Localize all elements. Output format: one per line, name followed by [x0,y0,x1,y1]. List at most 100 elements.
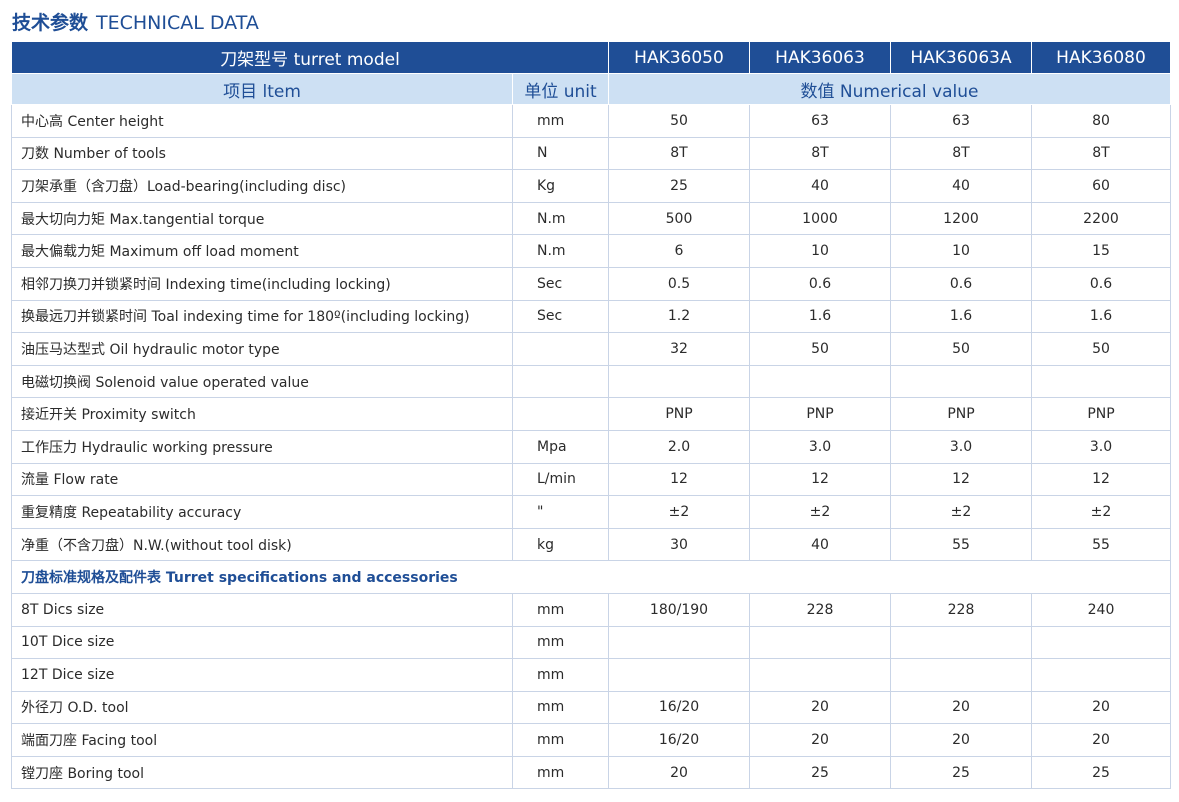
table-row: 12T Dice size mm [11,658,1171,692]
item-cell: 端面刀座 Facing tool [11,723,513,757]
model-header-cell: HAK36063 [749,41,891,74]
value-cell: 8T [1031,136,1171,171]
unit-cell: mm [512,658,609,692]
value-cell: 0.5 [608,266,750,301]
table-row: 最大偏载力矩 Maximum off load moment N.m 6 10 10 15 [11,234,1171,268]
value-cell: ±2 [1031,495,1171,529]
value-cell: 50 [749,332,891,366]
value-cell [608,625,750,660]
value-cell: 20 [608,755,750,790]
value-cell: 20 [749,723,891,757]
value-cell: 50 [890,332,1032,366]
value-cell [890,658,1032,692]
value-cell: 50 [608,104,750,138]
model-header-cell: HAK36050 [608,41,750,74]
item-cell: 换最远刀并锁紧时间 Toal indexing time for 180º(in… [11,299,513,334]
value-cell: ±2 [749,495,891,529]
table-row: 10T Dice size mm [11,625,1171,660]
item-cell: 净重（不含刀盘）N.W.(without tool disk) [11,527,513,562]
unit-cell: mm [512,625,609,660]
value-cell: 1000 [749,201,891,236]
item-cell: 接近开关 Proximity switch [11,397,513,431]
value-cell: 25 [1031,755,1171,790]
value-cell: 63 [749,104,891,138]
table-row: 电磁切换阀 Solenoid value operated value [11,364,1171,399]
value-cell: 1200 [890,201,1032,236]
item-cell: 最大切向力矩 Max.tangential torque [11,201,513,236]
table-row: 8T Dics size mm 180/190 228 228 240 [11,592,1171,627]
value-cell: PNP [608,397,750,431]
table-row: 相邻刀换刀并锁紧时间 Indexing time(including locki… [11,266,1171,301]
value-cell: 40 [890,169,1032,203]
table-row: 工作压力 Hydraulic working pressure Mpa 2.0 3.0… [11,429,1171,464]
item-cell: 相邻刀换刀并锁紧时间 Indexing time(including locki… [11,266,513,301]
item-cell: 外径刀 O.D. tool [11,690,513,725]
model-header-row: 刀架型号 turret model HAK36050 HAK36063 HAK3… [11,41,1171,74]
unit-cell: N.m [512,201,609,236]
value-cell [1031,658,1171,692]
value-cell: 15 [1031,234,1171,268]
model-header-cell: HAK36063A [890,41,1032,74]
model-header-cell: HAK36080 [1031,41,1171,74]
turret-model-label: 刀架型号 turret model [11,41,609,74]
value-cell: 1.6 [890,299,1032,334]
value-cell [1031,364,1171,399]
value-cell: 10 [749,234,891,268]
value-cell [749,658,891,692]
unit-cell: mm [512,755,609,790]
value-cell: 12 [608,462,750,497]
unit-cell: L/min [512,462,609,497]
table-row: 刀架承重（含刀盘）Load-bearing(including disc) Kg 2… [11,169,1171,203]
unit-cell: N.m [512,234,609,268]
value-cell: 0.6 [749,266,891,301]
table-row: 油压马达型式 Oil hydraulic motor type 32 50 50 50 [11,332,1171,366]
item-cell: 工作压力 Hydraulic working pressure [11,429,513,464]
table-row: 中心高 Center height mm 50 63 63 80 [11,104,1171,138]
value-cell: 6 [608,234,750,268]
value-cell: 20 [890,690,1032,725]
value-cell: 32 [608,332,750,366]
item-cell: 10T Dice size [11,625,513,660]
value-cell: 12 [749,462,891,497]
table-row: 净重（不含刀盘）N.W.(without tool disk) kg 30 40 55 5… [11,527,1171,562]
value-cell: 8T [608,136,750,171]
unit-cell [512,364,609,399]
item-cell: 刀架承重（含刀盘）Load-bearing(including disc) [11,169,513,203]
item-cell: 最大偏载力矩 Maximum off load moment [11,234,513,268]
value-cell: 3.0 [890,429,1032,464]
value-cell: 80 [1031,104,1171,138]
table-row: 重复精度 Repeatability accuracy " ±2 ±2 ±2 ±2 [11,495,1171,529]
unit-cell [512,397,609,431]
unit-cell: Kg [512,169,609,203]
value-header: 数值 Numerical value [608,73,1171,105]
value-cell: 3.0 [1031,429,1171,464]
page-title: 技术参数 TECHNICAL DATA [12,8,259,35]
value-cell: 1.6 [1031,299,1171,334]
item-cell: 油压马达型式 Oil hydraulic motor type [11,332,513,366]
item-cell: 12T Dice size [11,658,513,692]
value-cell: 30 [608,527,750,562]
unit-header: 单位 unit [512,73,609,105]
value-cell: PNP [1031,397,1171,431]
value-cell: 60 [1031,169,1171,203]
title-zh: 技术参数 [12,12,89,34]
value-cell: 500 [608,201,750,236]
value-cell: 12 [1031,462,1171,497]
value-cell: 40 [749,527,891,562]
value-cell: 10 [890,234,1032,268]
unit-cell: kg [512,527,609,562]
value-cell: 180/190 [608,592,750,627]
value-cell [608,364,750,399]
value-cell [890,364,1032,399]
item-header: 项目 ltem [11,73,513,105]
section-header-row: 刀盘标准规格及配件表 Turret specifications and acc… [11,560,1171,594]
value-cell: 63 [890,104,1032,138]
value-cell: PNP [890,397,1032,431]
item-cell: 刀数 Number of tools [11,136,513,171]
item-cell: 电磁切换阀 Solenoid value operated value [11,364,513,399]
table-row: 端面刀座 Facing tool mm 16/20 20 20 20 [11,723,1171,757]
item-cell: 8T Dics size [11,592,513,627]
value-cell: 228 [890,592,1032,627]
value-cell: 12 [890,462,1032,497]
unit-cell: mm [512,723,609,757]
